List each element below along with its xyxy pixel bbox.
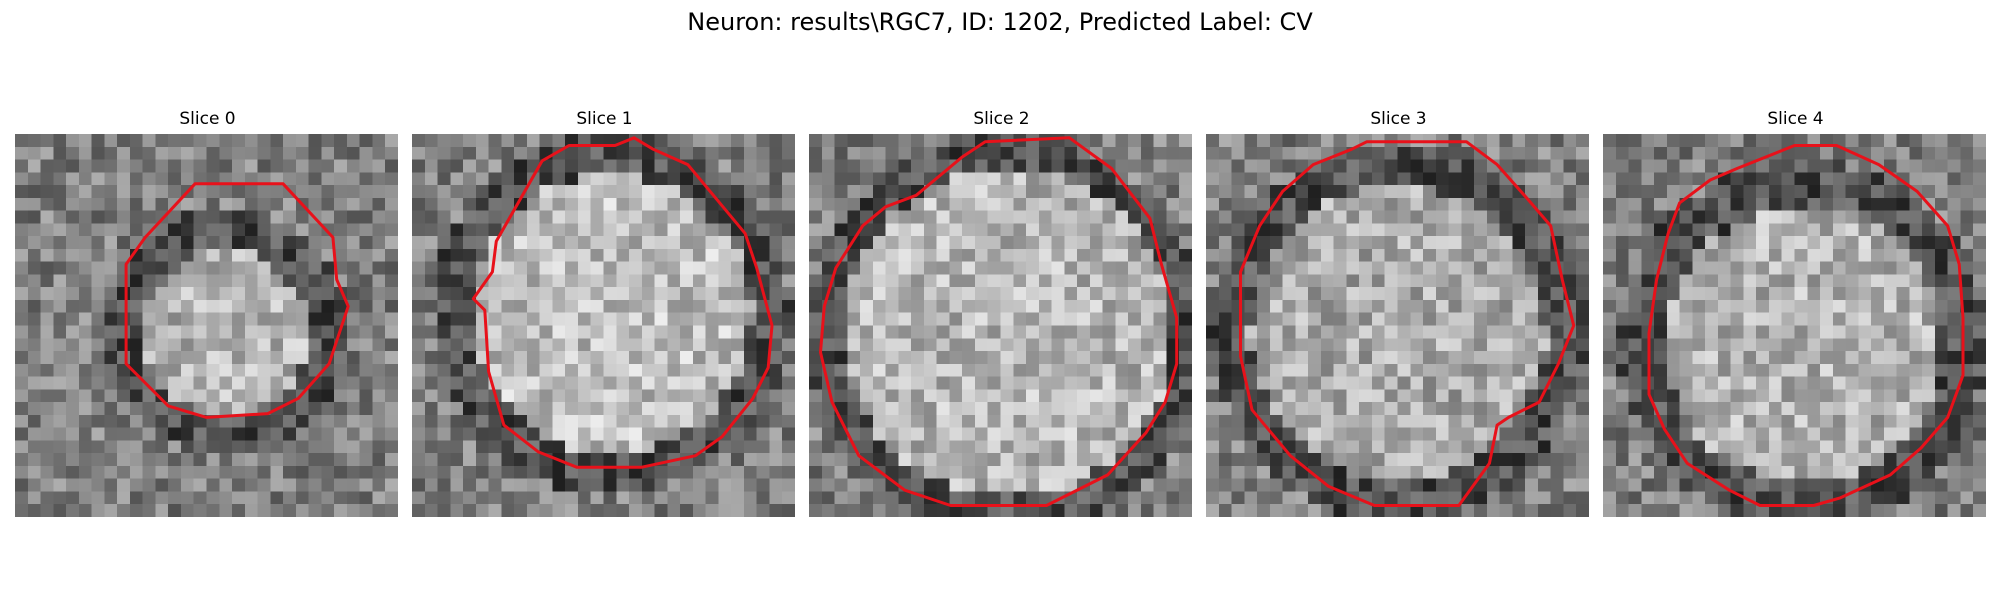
slice-title: Slice 3 <box>1370 109 1427 129</box>
segmentation-contour <box>819 136 1179 507</box>
slice-image-4 <box>1603 134 1986 517</box>
slice-panel-2: Slice 2 <box>809 108 1194 517</box>
slice-title: Slice 1 <box>576 109 633 129</box>
slice-title: Slice 4 <box>1767 109 1824 129</box>
slice-panel-1: Slice 1 <box>412 108 797 517</box>
slice-image-3 <box>1206 134 1589 517</box>
slice-panel-3: Slice 3 <box>1206 108 1591 517</box>
segmentation-contour <box>471 136 774 469</box>
segmentation-contour <box>1239 140 1576 507</box>
slice-panel-4: Slice 4 <box>1603 108 1988 517</box>
slice-image-2 <box>809 134 1192 517</box>
slice-image-0 <box>15 134 398 517</box>
slice-panel-0: Slice 0 <box>15 108 400 517</box>
segmentation-contour <box>124 182 350 419</box>
segmentation-contour <box>1647 144 1965 507</box>
slice-image-1 <box>412 134 795 517</box>
slice-title: Slice 0 <box>179 109 236 129</box>
figure-title: Neuron: results\RGC7, ID: 1202, Predicte… <box>687 8 1313 36</box>
slice-title: Slice 2 <box>973 109 1030 129</box>
